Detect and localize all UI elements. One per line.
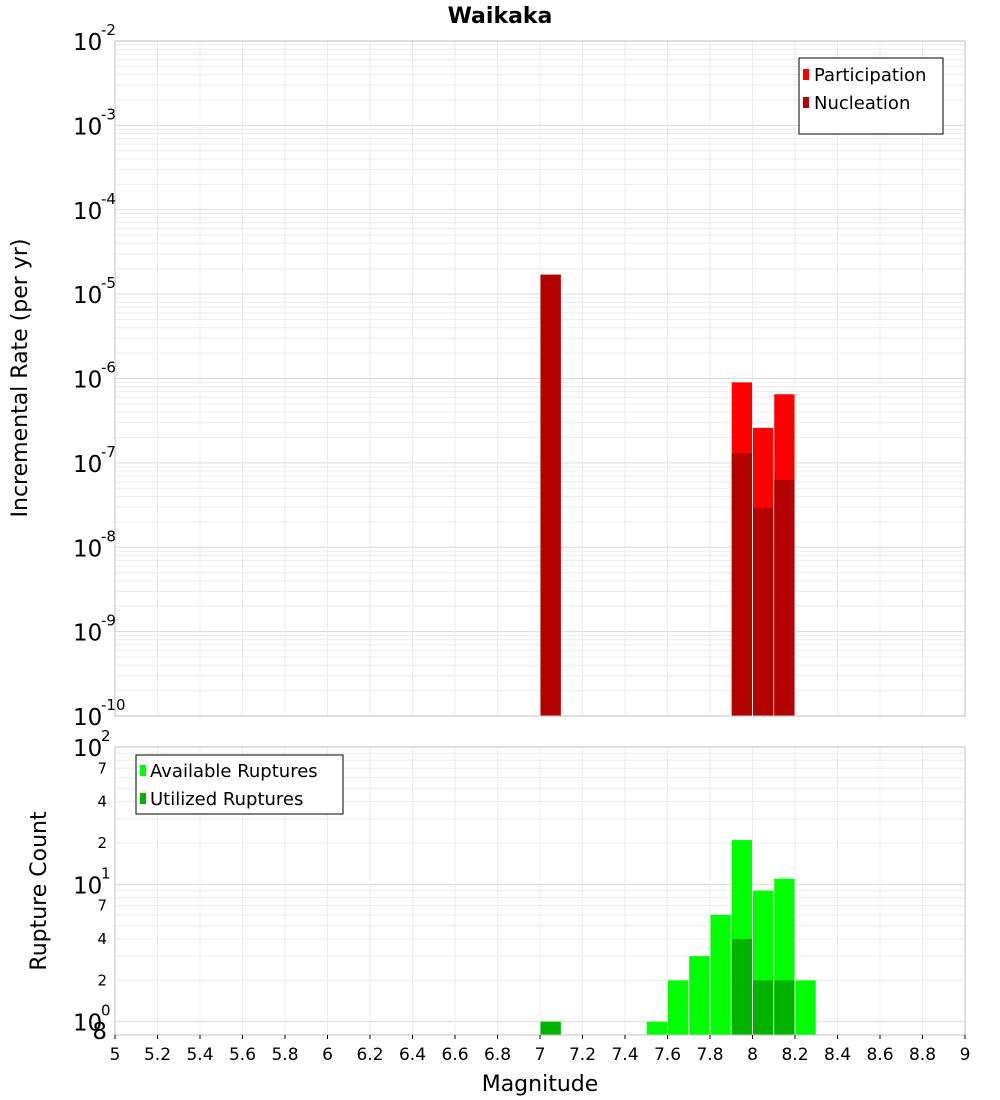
- y-minor-tick-label: 7: [97, 897, 107, 915]
- y-minor-tick-label: 4: [97, 930, 107, 948]
- x-tick-label: 6.2: [356, 1045, 383, 1065]
- x-tick-label: 5.2: [144, 1045, 171, 1065]
- y-tick-exponent: -8: [101, 527, 116, 545]
- y-minor-tick-label: 8: [92, 1019, 107, 1045]
- y-minor-tick-label: 2: [97, 971, 107, 989]
- x-tick-label: 6: [322, 1045, 333, 1065]
- legend-swatch: [803, 97, 809, 108]
- utilized-ruptures-bar: [774, 980, 795, 1035]
- legend-label: Utilized Ruptures: [150, 789, 303, 810]
- y-tick-exponent: 2: [101, 727, 111, 745]
- x-tick-label: 7.8: [696, 1045, 723, 1065]
- y-tick-label: 10: [73, 873, 102, 899]
- y-tick-label: 10: [73, 1011, 102, 1037]
- available-ruptures-bar: [646, 1021, 667, 1035]
- x-tick-label: 5.8: [271, 1045, 298, 1065]
- available-ruptures-bar: [710, 914, 731, 1035]
- x-tick-label: 8.2: [781, 1045, 808, 1065]
- x-tick-label: 8.6: [866, 1045, 893, 1065]
- y-tick-label: 10: [73, 199, 102, 225]
- chart-title: Waikaka: [448, 4, 553, 29]
- x-tick-label: 5.4: [186, 1045, 213, 1065]
- rate-panel: 10-1010-910-810-710-610-510-410-310-2Par…: [73, 21, 966, 731]
- legend-swatch: [140, 793, 146, 804]
- y-tick-exponent: -2: [101, 21, 116, 39]
- x-tick-label: 6.4: [399, 1045, 426, 1065]
- legend-label: Available Ruptures: [150, 761, 318, 782]
- y-tick-label: 10: [73, 30, 102, 56]
- x-tick-label: 6.6: [441, 1045, 468, 1065]
- nucleation-bar: [731, 453, 752, 716]
- available-ruptures-bar: [668, 980, 689, 1035]
- nucleation-bar: [753, 508, 774, 716]
- y-tick-label: 10: [73, 452, 102, 478]
- y-minor-tick-label: 2: [97, 834, 107, 852]
- available-ruptures-bar: [795, 980, 816, 1035]
- x-tick-label: 7.2: [569, 1045, 596, 1065]
- x-tick-label: 8: [747, 1045, 758, 1065]
- legend-label: Participation: [814, 65, 926, 86]
- nucleation-bar: [774, 479, 795, 716]
- y-tick-exponent: -10: [101, 696, 126, 714]
- y-tick-exponent: -3: [101, 105, 116, 123]
- x-tick-label: 7.4: [611, 1045, 638, 1065]
- legend-swatch: [140, 765, 146, 776]
- x-tick-label: 8.8: [909, 1045, 936, 1065]
- top-y-axis-label: Incremental Rate (per yr): [8, 239, 33, 518]
- y-tick-label: 10: [73, 368, 102, 394]
- y-tick-label: 10: [73, 536, 102, 562]
- y-tick-exponent: -4: [101, 190, 116, 208]
- y-tick-exponent: 1: [101, 864, 111, 882]
- y-tick-exponent: -5: [101, 274, 116, 292]
- x-tick-label: 7.6: [654, 1045, 681, 1065]
- y-minor-tick-label: 7: [97, 759, 107, 777]
- x-tick-label: 7: [535, 1045, 546, 1065]
- x-tick-label: 6.8: [484, 1045, 511, 1065]
- y-tick-label: 10: [73, 621, 102, 647]
- y-tick-label: 10: [73, 736, 102, 762]
- nucleation-bar: [540, 274, 561, 716]
- utilized-ruptures-bar: [753, 980, 774, 1035]
- y-minor-tick-label: 4: [97, 793, 107, 811]
- x-tick-label: 5: [110, 1045, 121, 1065]
- legend-box: [135, 754, 344, 815]
- available-ruptures-bar: [689, 956, 710, 1035]
- x-tick-label: 9: [960, 1045, 971, 1065]
- legend-label: Nucleation: [814, 93, 910, 114]
- legend-box: [798, 57, 944, 135]
- y-tick-exponent: 0: [101, 1002, 111, 1020]
- y-tick-label: 10: [73, 705, 102, 731]
- utilized-ruptures-bar: [540, 1021, 561, 1035]
- x-axis-label: Magnitude: [482, 1072, 599, 1097]
- y-tick-exponent: -9: [101, 612, 116, 630]
- utilized-ruptures-bar: [731, 939, 752, 1035]
- y-tick-exponent: -7: [101, 443, 116, 461]
- y-tick-exponent: -6: [101, 359, 116, 377]
- legend-swatch: [803, 69, 809, 80]
- x-tick-label: 5.6: [229, 1045, 256, 1065]
- x-tick-label: 8.4: [824, 1045, 851, 1065]
- plot-border: [114, 40, 966, 717]
- y-tick-label: 10: [73, 283, 102, 309]
- y-tick-label: 10: [73, 114, 102, 140]
- bottom-y-axis-label: Rupture Count: [27, 811, 52, 971]
